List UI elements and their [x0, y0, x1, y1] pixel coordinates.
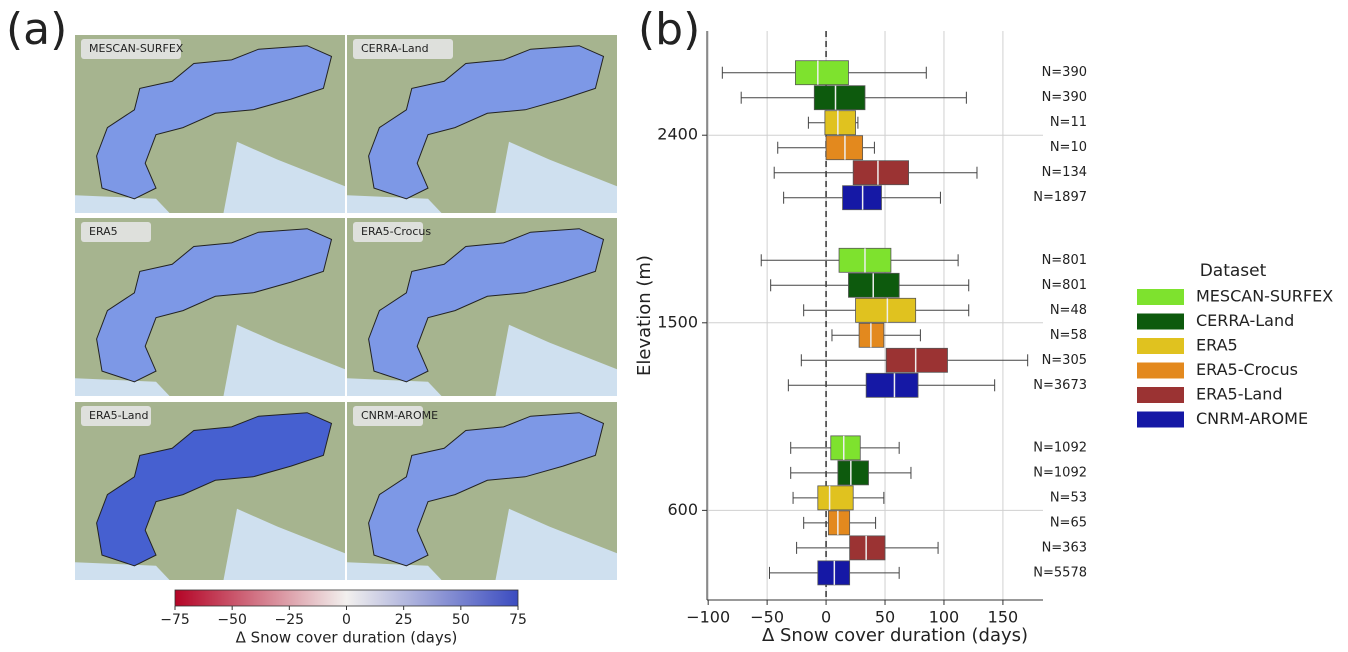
colorbar-tick-label: −25: [275, 612, 305, 628]
n-label: N=5578: [1033, 565, 1087, 580]
n-label: N=390: [1042, 65, 1087, 80]
colorbar-tick-label: −75: [160, 612, 190, 628]
x-tick-label: −100: [686, 608, 730, 627]
snow-region: [368, 228, 605, 383]
legend-swatch: [1137, 387, 1184, 403]
box: [813, 85, 866, 111]
n-label: N=305: [1042, 353, 1087, 368]
colorbar-label: Δ Snow cover duration (days): [236, 629, 458, 647]
n-label: N=1897: [1033, 190, 1087, 205]
legend-label: ERA5-Crocus: [1196, 360, 1298, 379]
x-tick-label: 100: [929, 608, 960, 627]
legend-label: ERA5: [1196, 336, 1238, 355]
colorbar-tick-label: 0: [342, 612, 351, 628]
box: [795, 60, 849, 86]
sea: [223, 141, 345, 213]
box: [817, 485, 854, 511]
map-title: MESCAN-SURFEX: [89, 42, 184, 55]
n-label: N=58: [1050, 328, 1087, 343]
colorbar-tick-label: 75: [509, 612, 527, 628]
y-tick-label: 1500: [657, 312, 698, 331]
legend-swatch: [1137, 362, 1184, 379]
map-title-box: [81, 39, 181, 59]
n-label: N=1092: [1033, 440, 1087, 455]
n-label: N=363: [1042, 540, 1087, 555]
sea: [75, 195, 170, 213]
snow-region: [96, 412, 333, 567]
x-axis-label: Δ Snow cover duration (days): [762, 625, 1028, 646]
legend-label: CNRM-AROME: [1196, 409, 1308, 428]
n-label: N=48: [1050, 303, 1087, 318]
legend-title: Dataset: [1200, 261, 1267, 281]
sea: [495, 324, 617, 396]
sea: [75, 378, 170, 396]
legend-label: ERA5-Land: [1196, 385, 1283, 404]
legend-label: CERRA-Land: [1196, 311, 1294, 330]
map-title: ERA5-Land: [89, 409, 148, 422]
legend-swatch: [1137, 289, 1184, 305]
box: [830, 435, 861, 461]
sea: [347, 378, 442, 396]
colorbar-tick-label: 25: [395, 612, 413, 628]
sea: [495, 508, 617, 580]
colorbar-tick-label: 50: [452, 612, 470, 628]
map-title-box: [353, 222, 423, 242]
map-title-box: [81, 222, 151, 242]
legend-swatch: [1137, 313, 1184, 330]
sea: [495, 141, 617, 213]
map-title: CNRM-AROME: [361, 409, 438, 422]
box: [828, 510, 851, 536]
box: [849, 535, 886, 561]
map-title: ERA5-Crocus: [361, 225, 431, 238]
panel-label: (b): [638, 4, 700, 55]
sea: [75, 562, 170, 580]
n-label: N=390: [1042, 90, 1087, 105]
map-title: ERA5: [89, 225, 118, 238]
n-label: N=65: [1050, 515, 1087, 530]
n-label: N=11: [1050, 115, 1087, 130]
snow-region: [368, 412, 605, 567]
legend-swatch: [1137, 338, 1184, 354]
n-label: N=801: [1042, 253, 1087, 268]
sea: [347, 562, 442, 580]
x-tick-label: 0: [821, 608, 831, 627]
box: [837, 460, 869, 486]
box: [852, 160, 909, 186]
n-label: N=134: [1042, 165, 1087, 180]
x-tick-label: 50: [875, 608, 895, 627]
box: [855, 297, 917, 323]
y-axis-label: Elevation (m): [634, 255, 655, 376]
n-label: N=1092: [1033, 465, 1087, 480]
n-label: N=10: [1050, 140, 1087, 155]
colorbar-tick-label: −50: [217, 612, 247, 628]
x-tick-label: 150: [988, 608, 1019, 627]
sea: [223, 508, 345, 580]
sea: [223, 324, 345, 396]
panel-label: (a): [6, 4, 67, 55]
n-label: N=801: [1042, 278, 1087, 293]
snow-region: [368, 45, 605, 200]
sea: [347, 195, 442, 213]
y-tick-label: 600: [667, 500, 698, 519]
map-title-box: [81, 406, 151, 426]
box: [824, 110, 856, 136]
snow-region: [96, 228, 333, 383]
x-tick-label: −50: [750, 608, 784, 627]
map-title-box: [353, 406, 423, 426]
n-label: N=3673: [1033, 378, 1087, 393]
box: [885, 347, 948, 373]
y-tick-label: 2400: [657, 125, 698, 144]
legend-label: MESCAN-SURFEX: [1196, 287, 1333, 306]
map-title: CERRA-Land: [361, 42, 429, 55]
colorbar: [174, 589, 519, 607]
snow-region: [96, 45, 333, 200]
map-title-box: [353, 39, 453, 59]
box: [865, 372, 919, 398]
n-label: N=53: [1050, 490, 1087, 505]
legend-swatch: [1137, 411, 1184, 428]
